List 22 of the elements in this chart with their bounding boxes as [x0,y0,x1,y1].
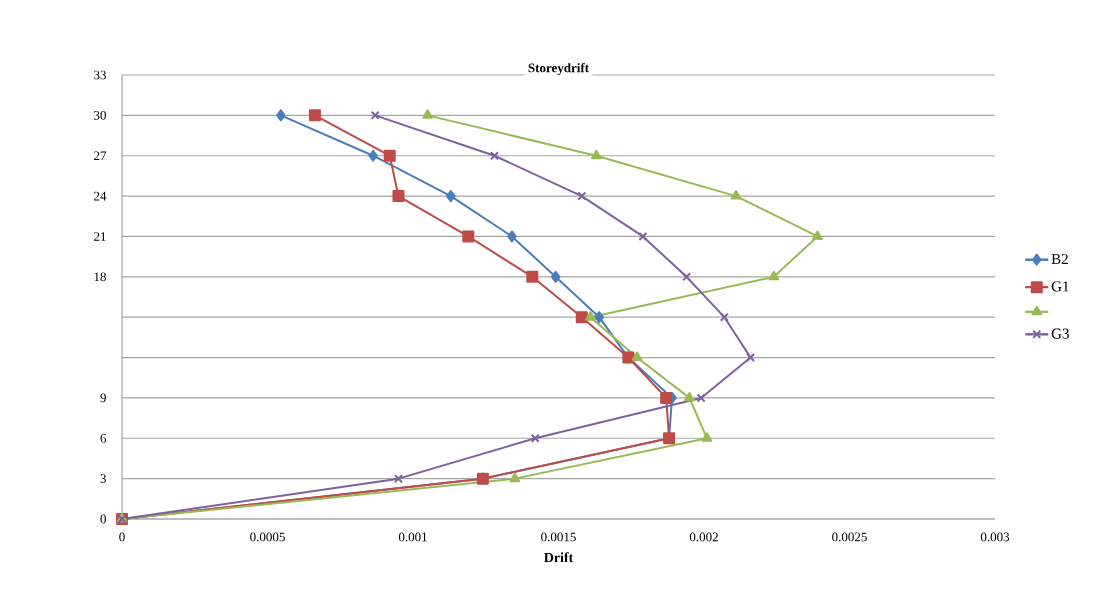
x-tick-label: 0.0025 [832,532,867,542]
y-tick-label: 18 [94,272,106,282]
y-tick-label: 30 [94,110,106,120]
chart-title: Storeydrift [528,63,590,75]
y-tick-label: 21 [94,232,106,241]
y-tick-label: 27 [94,151,107,161]
x-tick-label: 0.003 [980,532,1010,542]
legend-label: G1 [1051,281,1069,292]
y-tick-label: 9 [100,393,106,403]
x-tick-label: 0.0015 [541,532,576,542]
x-axis-title: Drift [543,552,574,563]
y-tick-label: 33 [94,70,106,80]
legend-label: G3 [1051,328,1069,339]
x-tick-label: 0.002 [689,532,718,542]
x-tick-label: 0 [119,532,125,542]
legend-label: B2 [1051,253,1068,264]
x-tick-label: 0.001 [398,532,427,542]
y-tick-label: 0 [100,514,106,524]
y-tick-label: 3 [100,474,106,483]
x-tick-label: 0.0005 [250,532,285,542]
y-tick-label: 6 [100,433,107,443]
y-tick-label: 24 [94,191,107,201]
